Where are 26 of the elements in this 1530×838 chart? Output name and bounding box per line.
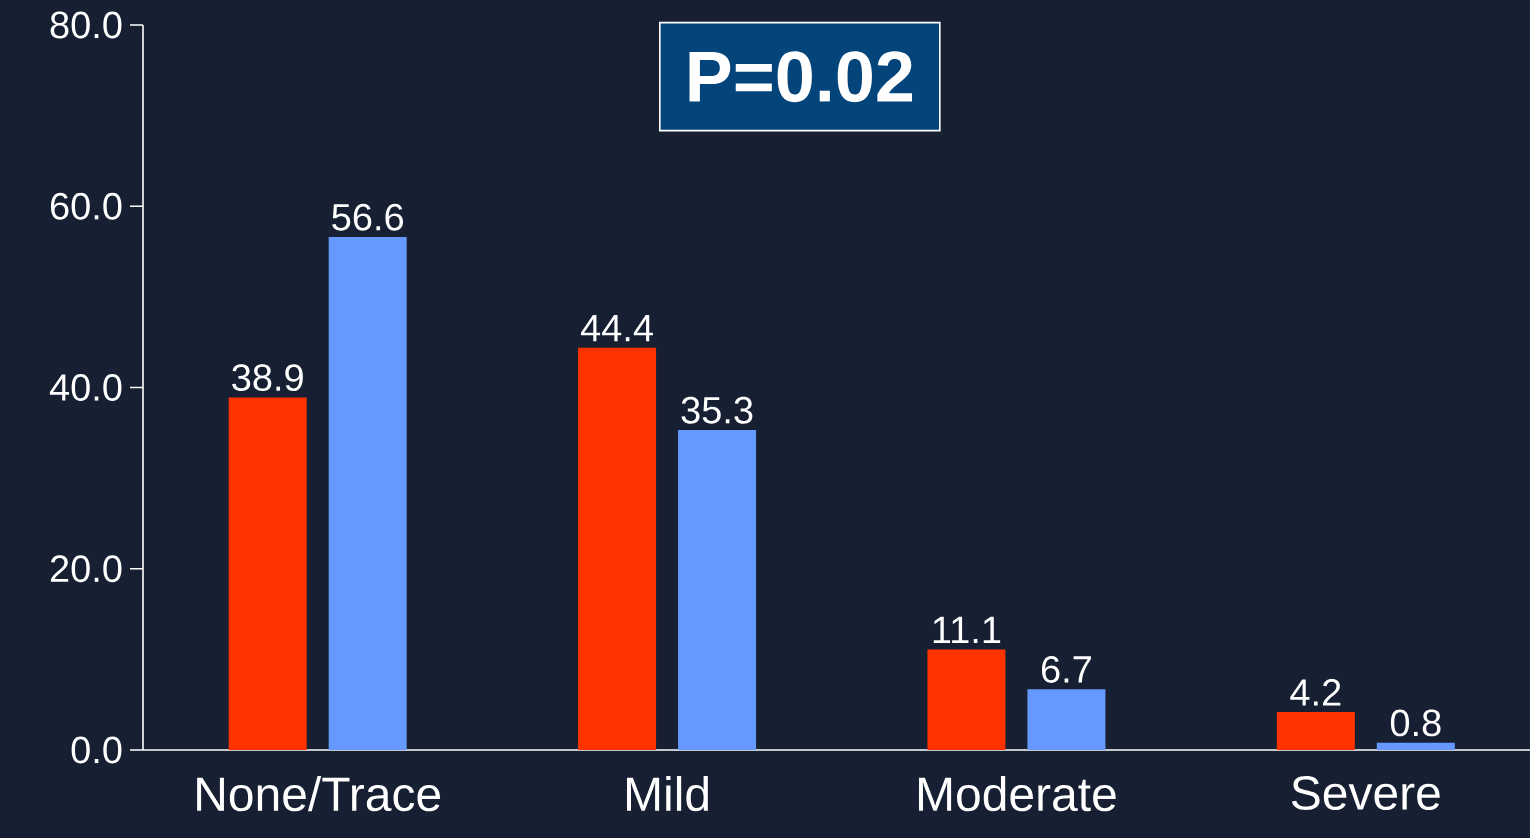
- data-label: 6.7: [1041, 655, 1091, 683]
- bar: [328, 237, 407, 750]
- y-tick-label: 0.0: [71, 736, 122, 764]
- bar: [678, 430, 757, 750]
- y-tick-label: 80.0: [50, 11, 122, 39]
- data-label: 56.6: [332, 203, 403, 231]
- y-tick-label: 20.0: [50, 555, 122, 583]
- x-tick-label: Severe: [1291, 776, 1440, 811]
- bar: [927, 649, 1006, 750]
- bar: [1276, 711, 1355, 750]
- annotation: P=0.02: [689, 51, 913, 103]
- y-tick-label: 40.0: [49, 374, 122, 401]
- bar: [1376, 742, 1455, 750]
- bar: [1027, 689, 1106, 750]
- data-label: 0.8: [1390, 709, 1441, 737]
- data-label: 11.1: [933, 616, 1001, 644]
- data-label: 38.9: [232, 364, 303, 392]
- data-label: 44.4: [580, 315, 653, 342]
- x-tick-label: Mild: [627, 776, 708, 812]
- bar: [578, 347, 657, 750]
- bar: [228, 397, 307, 750]
- data-label: 4.2: [1290, 679, 1341, 706]
- data-label: 35.3: [681, 396, 753, 424]
- y-tick-label: 60.0: [50, 192, 122, 220]
- x-tick-label: Moderate: [918, 776, 1116, 812]
- x-tick-label: None/Trace: [197, 776, 441, 812]
